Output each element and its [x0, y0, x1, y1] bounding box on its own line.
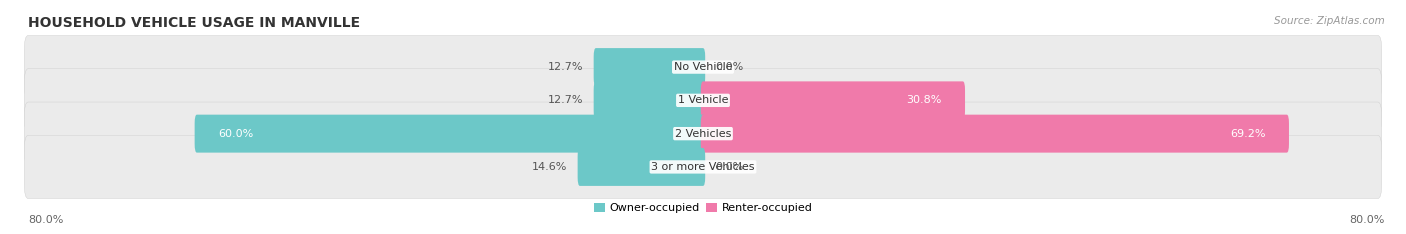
Text: 3 or more Vehicles: 3 or more Vehicles — [651, 162, 755, 172]
FancyBboxPatch shape — [700, 81, 965, 119]
FancyBboxPatch shape — [593, 48, 706, 86]
Text: HOUSEHOLD VEHICLE USAGE IN MANVILLE: HOUSEHOLD VEHICLE USAGE IN MANVILLE — [28, 16, 360, 30]
FancyBboxPatch shape — [578, 148, 706, 186]
FancyBboxPatch shape — [24, 135, 1382, 198]
Text: 12.7%: 12.7% — [548, 62, 583, 72]
Text: 80.0%: 80.0% — [1350, 215, 1385, 225]
Text: 60.0%: 60.0% — [218, 129, 253, 139]
Text: 0.0%: 0.0% — [716, 162, 744, 172]
FancyBboxPatch shape — [24, 36, 1382, 99]
Text: 2 Vehicles: 2 Vehicles — [675, 129, 731, 139]
Text: 1 Vehicle: 1 Vehicle — [678, 95, 728, 105]
Text: Source: ZipAtlas.com: Source: ZipAtlas.com — [1274, 16, 1385, 26]
FancyBboxPatch shape — [593, 81, 706, 119]
FancyBboxPatch shape — [194, 115, 706, 153]
Text: 80.0%: 80.0% — [28, 215, 63, 225]
Text: 12.7%: 12.7% — [548, 95, 583, 105]
Text: No Vehicle: No Vehicle — [673, 62, 733, 72]
Text: 14.6%: 14.6% — [531, 162, 567, 172]
Text: 69.2%: 69.2% — [1230, 129, 1265, 139]
FancyBboxPatch shape — [24, 102, 1382, 165]
Legend: Owner-occupied, Renter-occupied: Owner-occupied, Renter-occupied — [593, 203, 813, 213]
Text: 30.8%: 30.8% — [907, 95, 942, 105]
FancyBboxPatch shape — [700, 115, 1289, 153]
FancyBboxPatch shape — [24, 69, 1382, 132]
Text: 0.0%: 0.0% — [716, 62, 744, 72]
